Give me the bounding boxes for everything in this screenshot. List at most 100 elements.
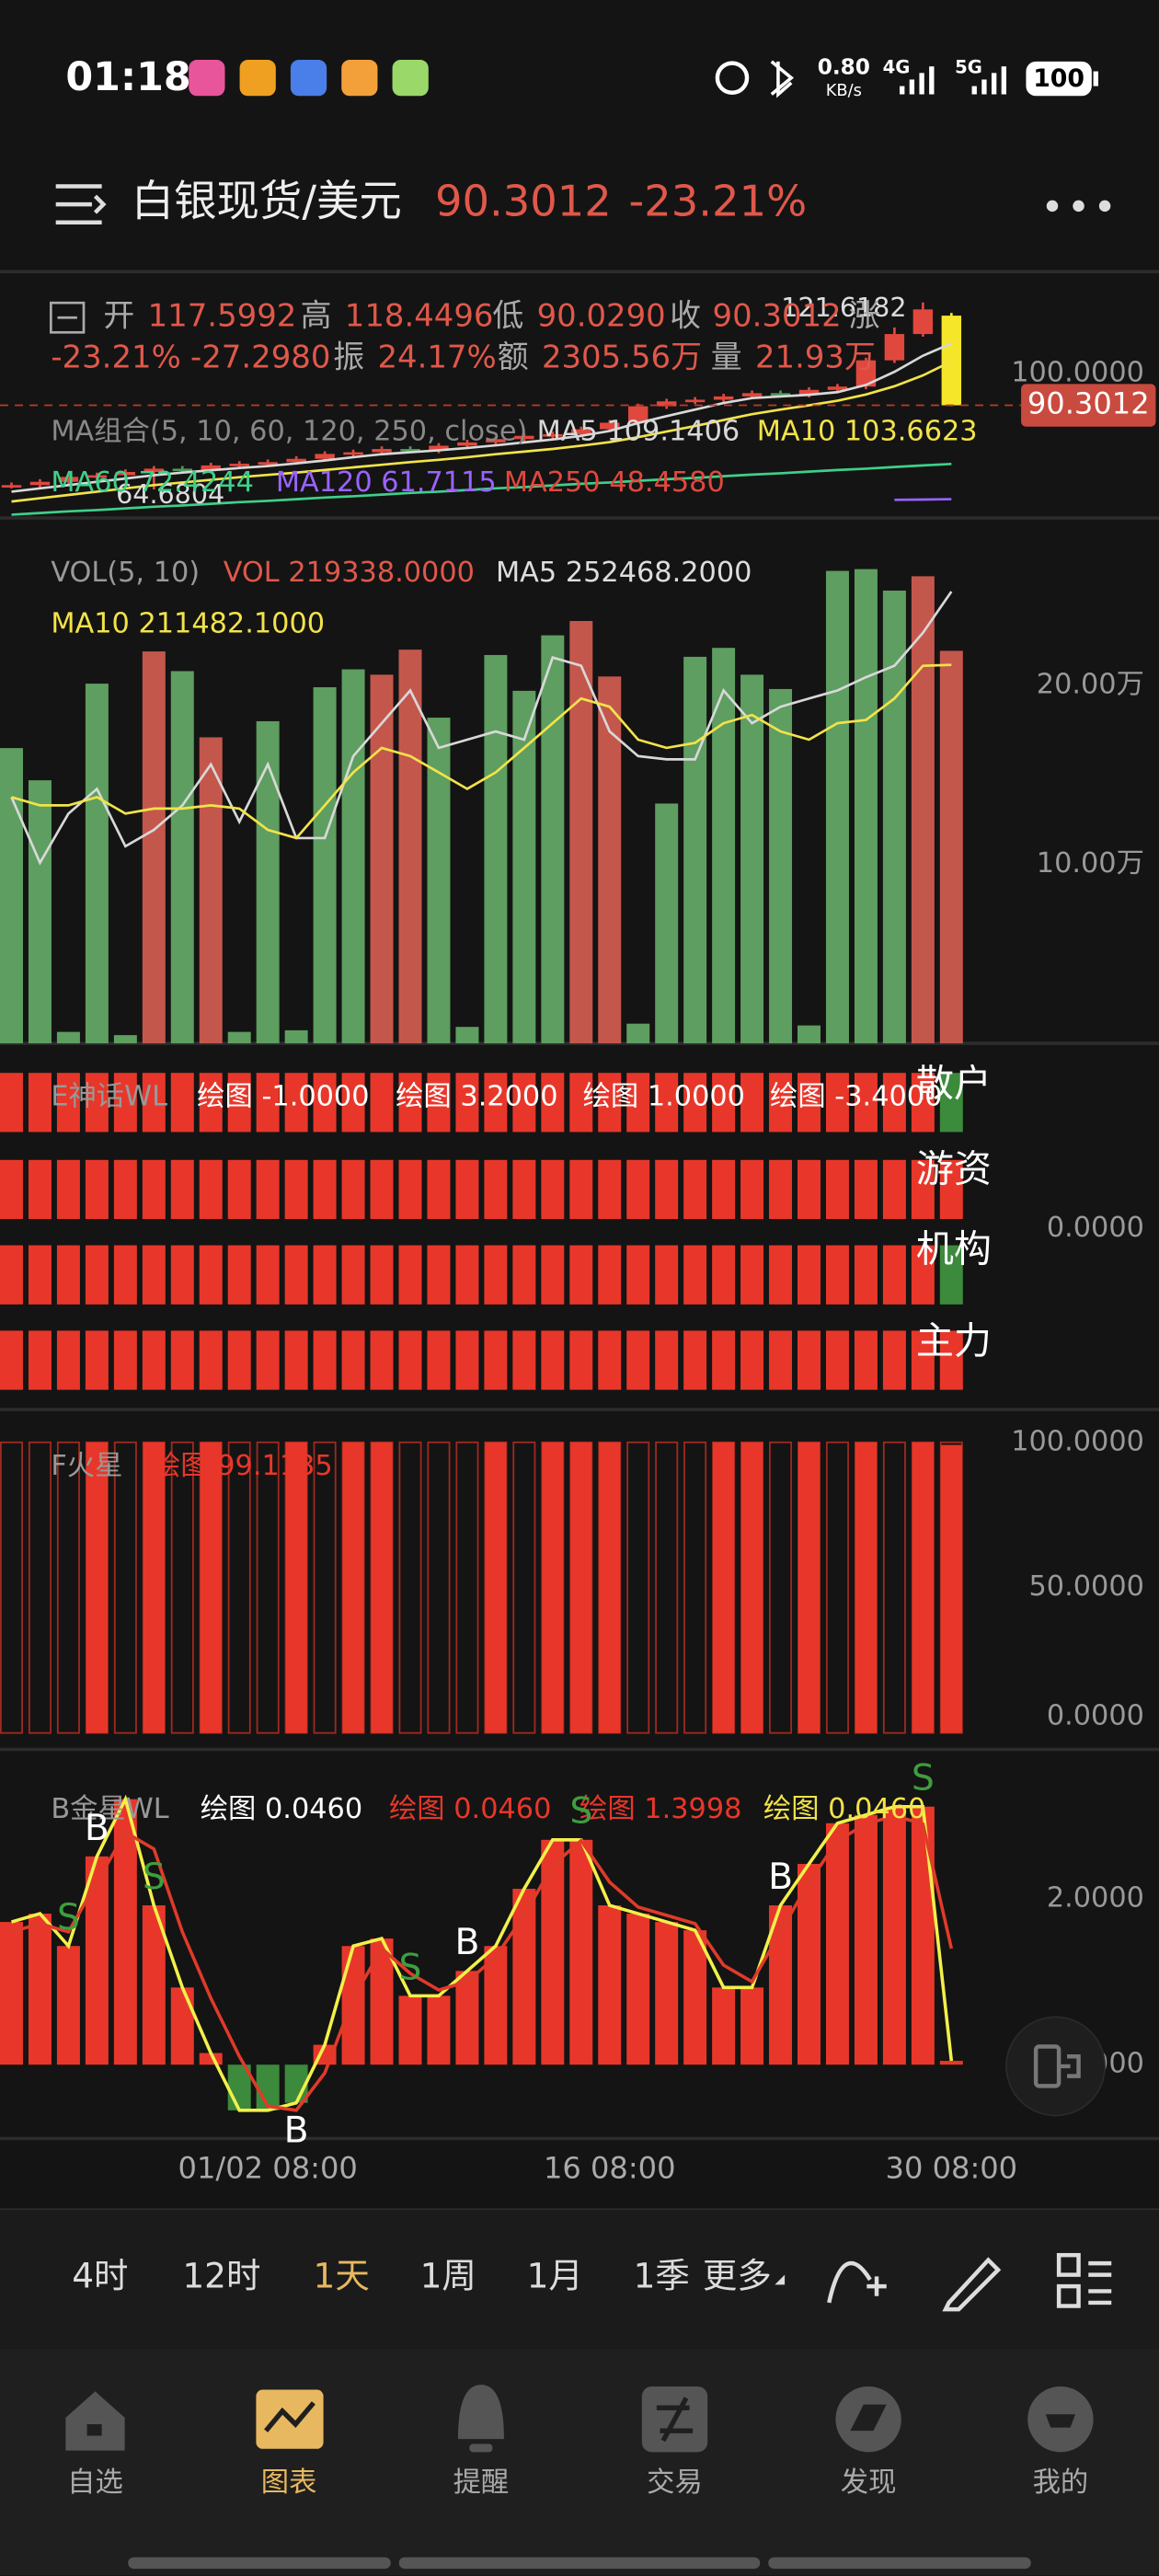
bar [85,1856,109,2065]
bar [798,1442,820,1733]
volume-bar [798,1025,820,1044]
signal-block [256,1159,280,1220]
volume-bar [56,1031,80,1044]
battery-level: 100 [1033,64,1084,93]
signal-block [142,1073,166,1133]
volume-bar [227,1031,251,1044]
signal-block [911,1245,935,1305]
signal-block [911,1330,935,1390]
candle-body [372,449,392,453]
nav-tab[interactable]: 图表 [261,2467,317,2499]
signal-block [541,1330,565,1390]
bar [341,1946,365,2065]
signal-block [455,1159,479,1220]
signal-block [370,1159,394,1220]
bar [655,1922,679,2065]
signal-block [284,1245,308,1305]
candle-body [713,396,734,400]
signal-block [28,1330,52,1390]
bar [712,1987,736,2065]
period-tab[interactable]: 12时 [182,2256,260,2296]
plot-label: 绘图 -3.4000 [770,1080,942,1112]
info-value: 21.93万 [755,339,876,374]
more-button[interactable] [1046,200,1111,213]
signal-block [256,1245,280,1305]
candle-body [29,481,51,486]
period-tab[interactable]: 1周 [420,2256,476,2296]
menu-button[interactable] [55,184,107,224]
info-label: 开 [103,298,134,334]
period-tools[interactable] [827,2252,1112,2312]
signal-block [427,1245,451,1305]
period-tab[interactable]: 1月 [527,2256,583,2296]
signal-block [313,1073,337,1133]
candle-body [429,445,449,451]
period-tab[interactable]: 更多 [703,2256,772,2296]
signal-block [740,1245,764,1305]
signal-block [284,1330,308,1390]
signal-block [370,1245,394,1305]
signal-block [882,1330,906,1390]
volume-bar [170,671,194,1044]
bar [484,1946,508,2065]
signal-block [341,1073,365,1133]
bar-frame [170,1441,194,1734]
x-tick-label: 30 08:00 [886,2150,1018,2185]
signal-block [541,1245,565,1305]
signal-block [455,1073,479,1133]
info-label: 高 [301,298,332,334]
y-tick-label: 0.0000 [1047,1212,1144,1244]
nav-tab[interactable]: 发现 [841,2467,897,2499]
period-tab[interactable]: 1季 [634,2256,690,2296]
nav-tab[interactable]: 我的 [1033,2467,1089,2499]
signal-block [825,1330,849,1390]
signal-block [769,1159,793,1220]
y-tick-label: 2.0000 [1047,1881,1144,1914]
signal-block [655,1159,679,1220]
signal-block [712,1245,736,1305]
signal-block [142,1159,166,1220]
signal-block [683,1159,707,1220]
period-tab[interactable]: 4时 [72,2256,128,2296]
signal-block [484,1330,508,1390]
bar [825,1823,849,2065]
signal-block [541,1159,565,1220]
signal-block [313,1245,337,1305]
panel-title: E神话WL [51,1080,167,1112]
bar-frame [655,1441,679,1734]
candle-body [912,309,934,335]
candle-body [884,334,905,361]
float-button[interactable] [1005,2016,1106,2117]
candle-body [115,472,136,476]
signal-block [825,1073,849,1133]
signal-block [341,1159,365,1220]
volume-bar [484,654,508,1044]
nav-tab[interactable]: 提醒 [453,2467,510,2499]
candle-body [286,458,306,463]
bar [740,1987,764,2065]
net-speed: 0.80 [818,54,870,79]
period-tab[interactable]: 1天 [314,2256,370,2296]
bar [854,1814,878,2065]
volume-bar [854,569,878,1044]
bar [427,1995,451,2065]
plot-label: 绘图 1.0000 [583,1080,745,1112]
signal-block [427,1330,451,1390]
signal-label: S [57,1897,80,1938]
nav-tab[interactable]: 交易 [647,2467,703,2499]
signal-block [227,1330,251,1390]
x-tick-label: 16 08:00 [544,2150,676,2185]
signal-block [56,1245,80,1305]
signal-block [854,1073,878,1133]
signal-block [882,1159,906,1220]
bar [28,1914,52,2065]
bar [0,1922,23,2065]
bar [598,1905,622,2065]
ma-line [11,463,952,516]
nav-tab[interactable]: 自选 [67,2467,123,2499]
signal-block [626,1159,650,1220]
candle-body [770,393,791,397]
collapse-icon[interactable] [49,301,86,334]
bar-frame [825,1441,849,1734]
